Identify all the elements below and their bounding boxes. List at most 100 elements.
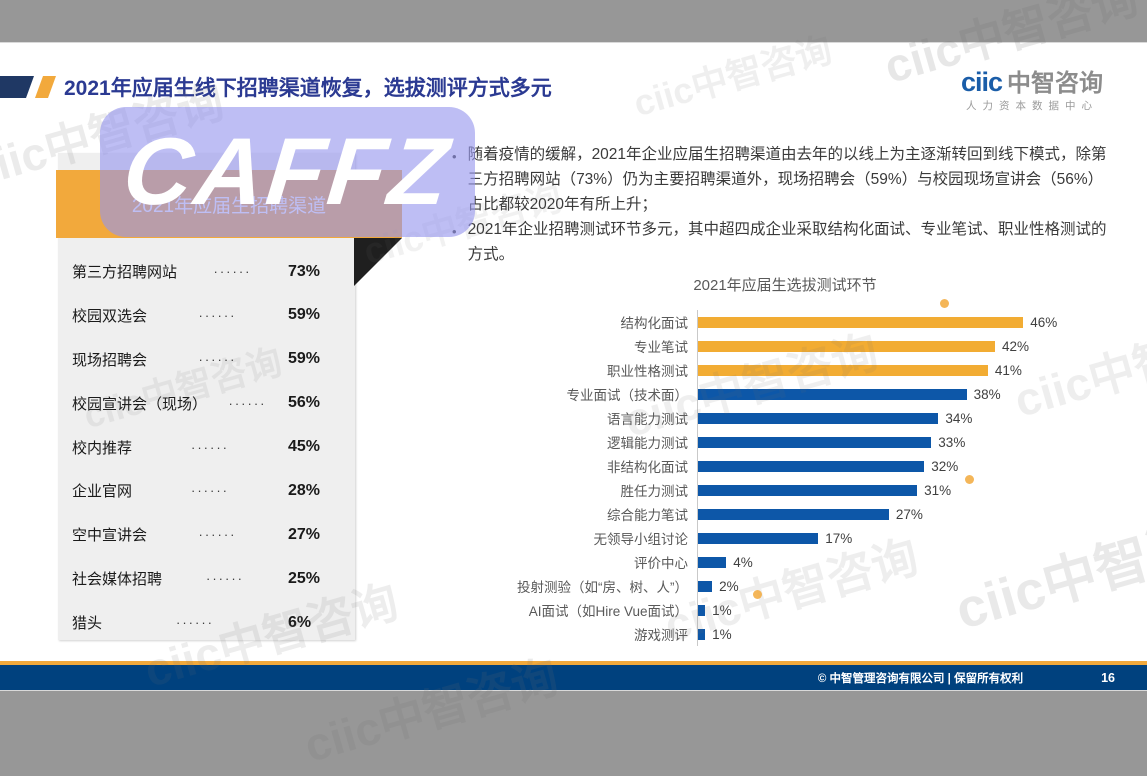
channel-value: 25% xyxy=(288,569,321,587)
chart-bar-track: 32% xyxy=(697,454,1115,478)
chart-value-label: 4% xyxy=(733,554,753,570)
brand-logo-row: ciic 中智咨询 xyxy=(961,69,1103,96)
leader-dots: ······ xyxy=(176,615,214,630)
chart-category-label: 专业笔试 xyxy=(634,340,688,355)
brand-tagline: 人力资本数据中心 xyxy=(965,100,1098,112)
channel-row: 空中宣讲会 ······ 27% xyxy=(72,524,340,545)
chart-value-label: 33% xyxy=(938,434,966,450)
channel-label: 校内推荐 xyxy=(72,439,133,457)
brand-logo-en: ciic xyxy=(960,67,1003,97)
chart-value-label: 1% xyxy=(712,602,732,618)
chart-bar-track: 2% xyxy=(697,574,1115,598)
chart-bar-track: 31% xyxy=(697,478,1115,502)
chart-value-label: 2% xyxy=(719,578,739,594)
chart-row: 专业笔试 42% xyxy=(455,334,1115,358)
channel-label: 现场招聘会 xyxy=(72,351,148,369)
chart-value-label: 42% xyxy=(1001,338,1029,354)
footer-bar: © 中智管理咨询有限公司 | 保留所有权利 16 xyxy=(0,665,1147,690)
channel-value: 6% xyxy=(288,613,312,631)
chart-category-label: AI面试（如Hire Vue面试） xyxy=(528,604,688,619)
header-navy-block xyxy=(0,76,34,98)
chart-value-label: 38% xyxy=(973,386,1001,402)
channel-label: 第三方招聘网站 xyxy=(72,264,178,281)
summary-bullets: • 随着疫情的缓解，2021年企业应届生招聘渠道由去年的以线上为主逐渐转回到线下… xyxy=(452,142,1114,268)
chart-row: 胜任力测试 31% xyxy=(455,478,1115,502)
chart-category-label: 综合能力笔试 xyxy=(607,508,688,523)
chart-value-label: 17% xyxy=(825,530,853,546)
channel-row: 校内推荐 ······ 45% xyxy=(72,437,340,458)
chart-row: AI面试（如Hire Vue面试） 1% xyxy=(455,598,1115,622)
chart-title: 2021年应届生选拔测试环节 xyxy=(693,277,877,294)
chart-bar-track: 17% xyxy=(697,526,1115,550)
chart-value-label: 1% xyxy=(712,626,732,642)
channel-label: 猎头 xyxy=(72,615,103,632)
channel-row: 校园宣讲会（现场） ······ 56% xyxy=(72,393,340,414)
channel-card-title: 2021年应届生招聘渠道 xyxy=(131,195,327,217)
channel-value: 45% xyxy=(288,438,321,455)
bullet-item: • 2021年企业招聘测试环节多元，其中超四成企业采取结构化面试、专业笔试、职业… xyxy=(452,217,1114,267)
footer-accent-line xyxy=(0,661,1147,665)
bullet-item: • 随着疫情的缓解，2021年企业应届生招聘渠道由去年的以线上为主逐渐转回到线下… xyxy=(452,142,1114,217)
chart-category-label: 胜任力测试 xyxy=(620,484,689,499)
chart-category-label: 逻辑能力测试 xyxy=(607,436,688,451)
chart-bar-track: 33% xyxy=(697,430,1115,454)
page-title: 2021年应届生线下招聘渠道恢复，选拔测评方式多元 xyxy=(64,77,552,100)
chart-bar xyxy=(698,436,932,448)
channel-value: 59% xyxy=(288,306,321,324)
chart-bar-track: 41% xyxy=(697,358,1115,382)
bullet-text: 2021年企业招聘测试环节多元，其中超四成企业采取结构化面试、专业笔试、职业性格… xyxy=(467,221,1107,264)
channel-value: 28% xyxy=(288,481,321,499)
chart-bar xyxy=(698,460,925,472)
leader-dots: ······ xyxy=(191,439,229,455)
bar-chart-rows: 结构化面试 46% 专业笔试 42% 职业性格测试 41% 专业面试（技术面） 38% 语言能力… xyxy=(455,310,1115,646)
chart-bar xyxy=(698,364,988,376)
chart-bar-track: 1% xyxy=(697,598,1115,622)
chart-bar xyxy=(698,532,819,544)
chart-bar xyxy=(698,580,713,592)
header-yellow-slash xyxy=(34,76,57,98)
channel-value: 59% xyxy=(288,350,321,368)
channel-label: 校园双选会 xyxy=(72,307,148,325)
channel-value: 56% xyxy=(288,394,321,412)
leader-dots: ······ xyxy=(213,264,252,279)
report-page: { "header": { "title": "2021年应届生线下招聘渠道恢复… xyxy=(0,42,1147,691)
chart-row: 职业性格测试 41% xyxy=(455,358,1115,382)
chart-value-label: 34% xyxy=(945,410,973,426)
chart-row: 语言能力测试 34% xyxy=(455,406,1115,430)
chart-value-label: 41% xyxy=(994,362,1022,378)
brand-logo: ciic 中智咨询 人力资本数据中心 xyxy=(961,69,1103,112)
channel-row: 第三方招聘网站 ······ 73% xyxy=(72,261,340,282)
chart-row: 专业面试（技术面） 38% xyxy=(455,382,1115,406)
channel-row: 校园双选会 ······ 59% xyxy=(72,305,340,326)
leader-dots: ······ xyxy=(198,351,237,367)
bullet-icon: • xyxy=(452,224,457,240)
chart-category-label: 无领导小组讨论 xyxy=(593,532,689,547)
channel-list: 第三方招聘网站 ······ 73% 校园双选会 ······ 59% 现场招聘会 ·····… xyxy=(72,255,340,639)
leader-dots: ······ xyxy=(206,571,244,587)
chart-category-label: 游戏测评 xyxy=(634,628,688,643)
slide: 2021年应届生线下招聘渠道恢复，选拔测评方式多元 ciic 中智咨询 人力资本… xyxy=(0,42,1147,691)
leader-dots: ······ xyxy=(191,483,229,499)
chart-bar-track: 42% xyxy=(697,334,1115,358)
chart-bar xyxy=(698,412,939,424)
chart-row: 结构化面试 46% xyxy=(455,310,1115,334)
chart-bar xyxy=(698,388,967,400)
chart-category-label: 职业性格测试 xyxy=(607,364,688,379)
channel-label: 企业官网 xyxy=(72,483,133,501)
chart-bar xyxy=(698,556,727,568)
channel-row: 猎头 ······ 6% xyxy=(72,612,340,633)
channel-value: 27% xyxy=(288,525,321,543)
leader-dots: ······ xyxy=(198,527,237,543)
chart-bar xyxy=(698,484,918,496)
leader-dots: ······ xyxy=(198,307,237,323)
chart-bar xyxy=(698,604,706,616)
channel-row: 企业官网 ······ 28% xyxy=(72,480,340,501)
brand-logo-cn: 中智咨询 xyxy=(1007,70,1103,97)
chart-row: 非结构化面试 32% xyxy=(455,454,1115,478)
channel-card-fold-corner xyxy=(354,238,402,286)
chart-bar xyxy=(698,628,706,640)
chart-bar-track: 34% xyxy=(697,406,1115,430)
chart-bar-track: 1% xyxy=(697,622,1115,646)
channel-label: 空中宣讲会 xyxy=(72,527,148,545)
assessment-bar-chart: 2021年应届生选拔测试环节 结构化面试 46% 专业笔试 42% 职业性格测试 41% 专… xyxy=(455,274,1115,646)
